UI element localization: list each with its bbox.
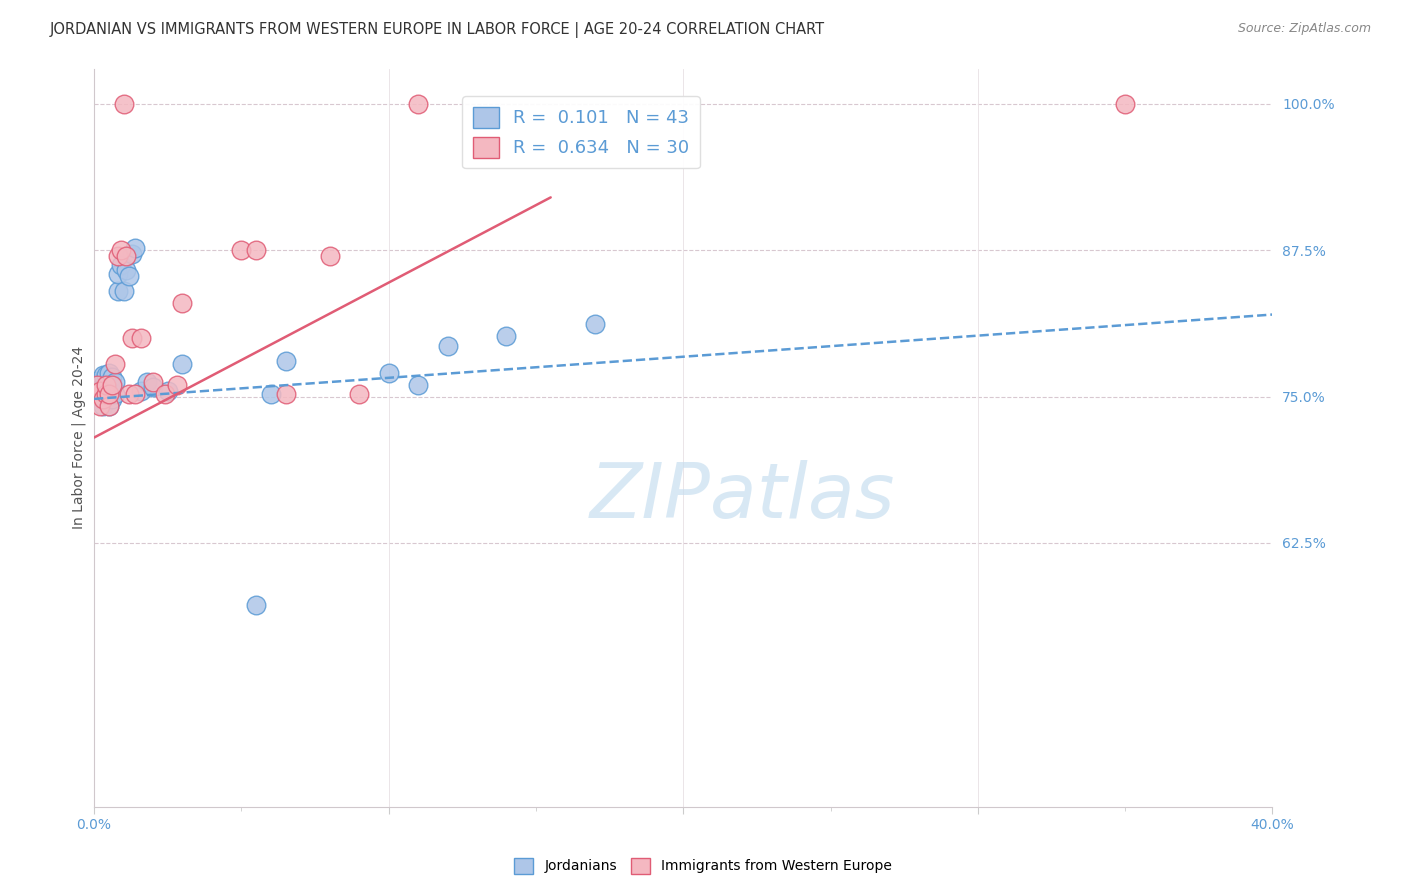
Point	[118, 387, 141, 401]
Point	[172, 295, 194, 310]
Point	[274, 354, 297, 368]
Point	[112, 96, 135, 111]
Point	[97, 387, 120, 401]
Point	[245, 598, 267, 612]
Point	[104, 357, 127, 371]
Point	[89, 376, 111, 390]
Point	[89, 384, 111, 398]
Point	[91, 392, 114, 406]
Point	[100, 377, 122, 392]
Point	[112, 284, 135, 298]
Point	[124, 387, 146, 401]
Legend: Jordanians, Immigrants from Western Europe: Jordanians, Immigrants from Western Euro…	[506, 851, 900, 880]
Point	[97, 387, 120, 401]
Point	[142, 376, 165, 390]
Point	[107, 284, 129, 298]
Point	[583, 317, 606, 331]
Point	[136, 376, 159, 390]
Point	[347, 387, 370, 401]
Point	[260, 387, 283, 401]
Point	[104, 376, 127, 390]
Point	[89, 399, 111, 413]
Point	[86, 387, 108, 401]
Point	[231, 243, 253, 257]
Point	[110, 243, 132, 257]
Point	[100, 392, 122, 406]
Point	[124, 241, 146, 255]
Text: JORDANIAN VS IMMIGRANTS FROM WESTERN EUROPE IN LABOR FORCE | AGE 20-24 CORRELATI: JORDANIAN VS IMMIGRANTS FROM WESTERN EUR…	[49, 22, 824, 38]
Point	[86, 380, 108, 394]
Point	[377, 366, 399, 380]
Point	[94, 377, 117, 392]
Point	[86, 377, 108, 392]
Point	[94, 368, 117, 383]
Text: ZIPatlas: ZIPatlas	[589, 459, 894, 533]
Point	[110, 258, 132, 272]
Point	[245, 243, 267, 257]
Point	[115, 249, 138, 263]
Y-axis label: In Labor Force | Age 20-24: In Labor Force | Age 20-24	[72, 346, 86, 529]
Point	[86, 374, 108, 388]
Point	[97, 376, 120, 390]
Text: Source: ZipAtlas.com: Source: ZipAtlas.com	[1237, 22, 1371, 36]
Point	[91, 387, 114, 401]
Point	[121, 246, 143, 260]
Point	[436, 339, 458, 353]
Point	[94, 392, 117, 406]
Point	[104, 387, 127, 401]
Point	[406, 96, 429, 111]
Point	[94, 380, 117, 394]
Point	[129, 384, 152, 398]
Legend: R =  0.101   N = 43, R =  0.634   N = 30: R = 0.101 N = 43, R = 0.634 N = 30	[463, 96, 700, 169]
Point	[91, 368, 114, 383]
Point	[91, 399, 114, 413]
Point	[274, 387, 297, 401]
Point	[166, 377, 188, 392]
Point	[319, 249, 342, 263]
Point	[100, 369, 122, 384]
Point	[107, 267, 129, 281]
Point	[91, 377, 114, 392]
Point	[406, 377, 429, 392]
Point	[172, 357, 194, 371]
Point	[97, 399, 120, 413]
Point	[115, 263, 138, 277]
Point	[94, 387, 117, 401]
Point	[89, 384, 111, 398]
Point	[97, 399, 120, 413]
Point	[142, 380, 165, 394]
Point	[97, 366, 120, 380]
Point	[153, 387, 176, 401]
Point	[129, 331, 152, 345]
Point	[1114, 96, 1136, 111]
Point	[86, 387, 108, 401]
Point	[121, 331, 143, 345]
Point	[89, 392, 111, 406]
Point	[118, 268, 141, 283]
Point	[107, 249, 129, 263]
Point	[100, 380, 122, 394]
Point	[495, 328, 517, 343]
Point	[156, 384, 179, 398]
